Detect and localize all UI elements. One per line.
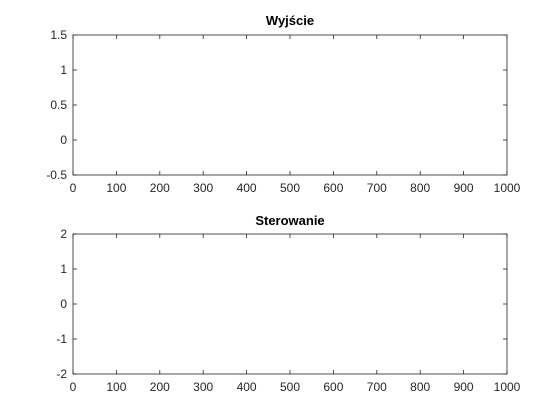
output-x-tick-label: 100 — [106, 181, 126, 195]
control-y-tick-label: 2 — [60, 227, 67, 241]
control-plot-title: Sterowanie — [255, 213, 324, 228]
output-x-tick-label: 300 — [193, 181, 213, 195]
output-y-tick-label: 0 — [60, 133, 67, 147]
control-x-tick-label: 400 — [237, 380, 257, 394]
output-axes-frame — [72, 34, 508, 176]
output-x-tick-label: 700 — [367, 181, 387, 195]
control-x-tick-label: 800 — [410, 380, 430, 394]
control-plot: Sterowanie 0 100 200 300 400 500 600 700 800 900 1… — [56, 213, 520, 394]
output-y-tick-label: 1 — [60, 63, 67, 77]
output-plot: Wyjście 0 100 200 300 400 500 600 700 800 900 1000… — [46, 13, 520, 195]
control-x-tick-label: 200 — [150, 380, 170, 394]
output-x-tick-label: 0 — [70, 181, 77, 195]
control-x-tick-label: 500 — [280, 380, 300, 394]
output-plot-title: Wyjście — [266, 13, 314, 28]
output-y-tick-label: 1.5 — [50, 28, 67, 42]
output-x-tick-label: 900 — [454, 181, 474, 195]
output-y-tick-label: 0.5 — [50, 98, 67, 112]
control-x-tick-label: 100 — [106, 380, 126, 394]
control-x-tick-label: 1000 — [494, 380, 521, 394]
output-x-tick-label: 1000 — [494, 181, 521, 195]
control-axes-frame — [72, 233, 508, 375]
control-y-tick-label: 1 — [60, 262, 67, 276]
output-x-tick-label: 400 — [237, 181, 257, 195]
output-x-tick-label: 800 — [410, 181, 430, 195]
control-x-tick-label: 0 — [70, 380, 77, 394]
output-x-tick-label: 600 — [323, 181, 343, 195]
output-x-tick-label: 200 — [150, 181, 170, 195]
control-x-tick-label: 600 — [323, 380, 343, 394]
control-x-tick-label: 700 — [367, 380, 387, 394]
control-x-tick-label: 300 — [193, 380, 213, 394]
control-x-tick-label: 900 — [454, 380, 474, 394]
output-x-tick-label: 500 — [280, 181, 300, 195]
output-y-tick-label: -0.5 — [46, 168, 67, 182]
control-y-tick-label: -2 — [56, 367, 67, 381]
control-y-tick-label: -1 — [56, 332, 67, 346]
control-y-tick-label: 0 — [60, 297, 67, 311]
